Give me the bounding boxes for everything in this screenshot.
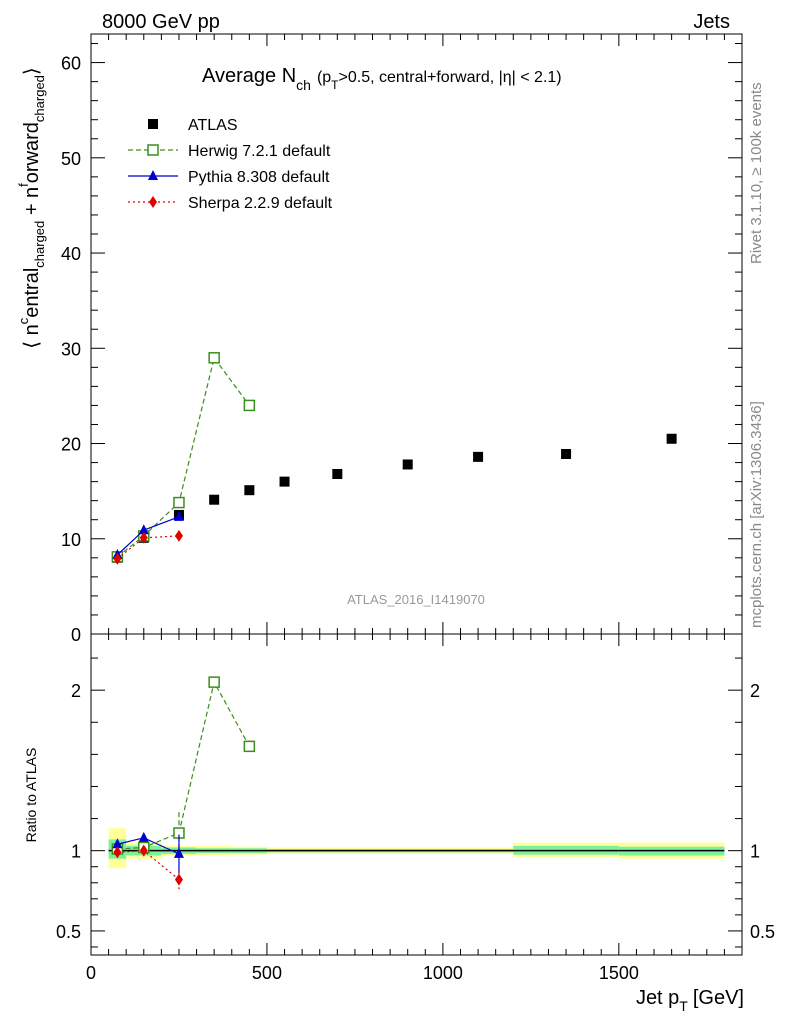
plot-title-main: Average N [202, 65, 296, 87]
ratio-point-0-3 [208, 676, 220, 688]
main-point-3-2 [174, 529, 183, 542]
legend-label-2: Pythia 8.308 default [188, 169, 330, 186]
legend-marker-3 [149, 196, 157, 208]
legend-marker-1 [147, 144, 159, 156]
x-tick-label: 500 [252, 963, 282, 983]
y-tick-label-ratio-right: 1 [750, 842, 760, 862]
x-axis-label-sub: T [679, 998, 688, 1014]
main-series-line-3 [117, 535, 180, 560]
y-tick-label-main: 0 [71, 625, 81, 645]
ratio-frame [90, 633, 743, 956]
ratio-point-1-1 [138, 831, 149, 842]
series-main [111, 352, 677, 565]
plot-title: Average Nch (pT>0.5, central+forward, |η|… [202, 65, 562, 93]
ratio-series-line-0 [117, 680, 250, 850]
main-point-1-3 [208, 352, 220, 364]
ratio-point-0-4 [243, 740, 256, 753]
ratio-point-1-0 [112, 838, 123, 849]
x-axis-label-main: Jet p [636, 987, 679, 1009]
x-tick-label: 0 [86, 963, 96, 983]
main-point-0-4 [244, 485, 255, 496]
header-left: 8000 GeV pp [102, 11, 220, 33]
legend-marker-2 [148, 170, 158, 180]
y-tick-label-main: 10 [61, 530, 81, 550]
plot-title-qualifier-rest: >0.5, central+forward, |η| < 2.1) [339, 69, 562, 86]
main-point-2-1 [138, 524, 149, 535]
main-point-0-10 [666, 433, 677, 444]
legend-marker-0 [148, 119, 158, 129]
x-tick-label: 1500 [599, 963, 639, 983]
ratio-point-2-0 [113, 846, 122, 859]
x-axis-label: Jet pT [GeV] [636, 987, 744, 1014]
y-tick-label-ratio-right: 0.5 [750, 922, 775, 942]
main-point-3-0 [113, 552, 122, 565]
main-point-3-1 [139, 531, 148, 544]
y-tick-label-main: 40 [61, 244, 81, 264]
main-point-0-7 [402, 459, 413, 470]
header-right: Jets [693, 11, 730, 33]
y-tick-label-main: 20 [61, 435, 81, 455]
legend-label-1: Herwig 7.2.1 default [188, 143, 331, 160]
main-point-0-3 [209, 494, 220, 505]
main-series-line-1 [117, 356, 250, 558]
x-axis-label-unit: [GeV] [693, 987, 744, 1009]
ratio-point-1-2 [173, 847, 184, 858]
plot-title-qualifier-sub: T [331, 78, 339, 92]
legend-label-0: ATLAS [188, 117, 238, 134]
y-axis-label-main: ⟨ ncentralcharged + nforwardcharged⟩ [16, 67, 47, 348]
series-ratio [111, 676, 256, 890]
x-tick-label: 1000 [423, 963, 463, 983]
main-point-1-4 [243, 399, 256, 412]
plot-title-main-sub: ch [296, 77, 311, 93]
main-point-0-8 [473, 451, 484, 462]
y-tick-label-ratio: 1 [71, 842, 81, 862]
ratio-point-2-1 [139, 844, 148, 857]
main-point-1-2 [173, 496, 185, 509]
y-tick-label-main: 60 [61, 54, 81, 74]
y-tick-label-main: 30 [61, 339, 81, 359]
side-text-bottom: mcplots.cern.ch [arXiv:1306.3436] [748, 401, 765, 628]
main-point-0-5 [279, 476, 290, 487]
y-tick-label-main: 50 [61, 149, 81, 169]
ratio-point-2-2 [174, 873, 183, 886]
frames: 0 500 1000 1500 10 20 30 40 50 60 0 0.5 0.5 1 1 2 2 [56, 33, 775, 983]
y-tick-label-ratio: 0.5 [56, 922, 81, 942]
plot-title-qualifier-open: (p [317, 69, 331, 86]
legend: ATLAS Herwig 7.2.1 default Pythia 8.308 de… [128, 117, 333, 212]
main-point-2-2 [173, 510, 184, 521]
main-point-0-9 [561, 449, 572, 459]
main-point-0-6 [332, 469, 343, 479]
y-tick-label-ratio: 2 [71, 681, 81, 701]
ratio-bands [108, 828, 725, 869]
y-tick-label-ratio-right: 2 [750, 681, 760, 701]
legend-label-3: Sherpa 2.2.9 default [188, 195, 333, 212]
watermark: ATLAS_2016_I1419070 [347, 592, 485, 607]
side-text-top: Rivet 3.1.10, ≥ 100k events [748, 82, 765, 264]
y-axis-label-ratio: Ratio to ATLAS [23, 748, 39, 843]
